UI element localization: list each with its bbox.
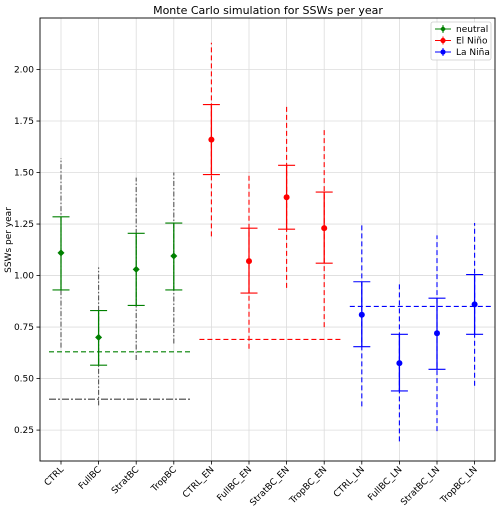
data-point-0-2 [132, 265, 140, 273]
y-axis-title: SSWs per year [4, 207, 14, 273]
data-point-0-1 [95, 333, 103, 341]
x-tick-label-8: CTRL_LN [332, 465, 367, 500]
x-tick-label-2: StratBC [110, 465, 141, 496]
y-tick-label-6: 1.75 [14, 117, 34, 127]
y-tick-label-3: 1.00 [14, 272, 34, 282]
x-tick-label-4: CTRL_EN [181, 465, 216, 500]
data-point-1-2 [283, 194, 290, 201]
data-point-1-0 [208, 136, 215, 143]
y-tick-label-1: 0.50 [14, 375, 34, 385]
x-tick-label-5: FullBC_EN [216, 465, 255, 504]
y-tick-label-7: 2.00 [14, 66, 34, 76]
data-point-2-3 [471, 301, 478, 308]
legend-label-2: La Niña [456, 48, 490, 58]
data-point-2-1 [396, 360, 403, 367]
data-point-0-0 [57, 249, 65, 257]
x-tick-label-10: StratBC_LN [399, 465, 442, 508]
data-point-1-1 [246, 258, 252, 265]
data-point-2-0 [358, 311, 365, 318]
data-point-2-2 [434, 330, 440, 337]
x-tick-label-1: FullBC [77, 465, 104, 492]
y-tick-label-4: 1.25 [14, 220, 34, 230]
x-tick-label-0: CTRL [43, 465, 66, 488]
data-point-1-3 [321, 225, 328, 232]
legend-label-1: El Niño [456, 37, 488, 47]
plot-area [40, 18, 495, 461]
legend-marker-1 [440, 37, 446, 44]
y-tick-label-0: 0.25 [14, 426, 34, 436]
plot-layer: 0.25 0.50 0.75 1.00 1.25 1.50 1.75 2.00 CTRL Full… [14, 17, 496, 508]
legend-box [430, 21, 492, 61]
legend-marker-2 [440, 49, 446, 55]
x-tick-label-3: TropBC [149, 465, 179, 495]
y-tick-label-2: 0.75 [14, 323, 34, 333]
x-tick-label-6: StratBC_EN [248, 465, 291, 508]
y-tick-label-5: 1.50 [14, 169, 34, 179]
legend-marker-0 [440, 26, 446, 32]
x-tick-label-11: TropBC_LN [438, 465, 479, 506]
chart-title: Monte Carlo simulation for SSWs per year [153, 4, 383, 17]
data-point-0-3 [170, 252, 178, 260]
plot-frame [39, 17, 496, 462]
legend-label-0: neutral [456, 25, 488, 35]
x-tick-label-7: TropBC_EN [288, 465, 330, 507]
x-tick-label-9: FullBC_LN [366, 465, 404, 503]
